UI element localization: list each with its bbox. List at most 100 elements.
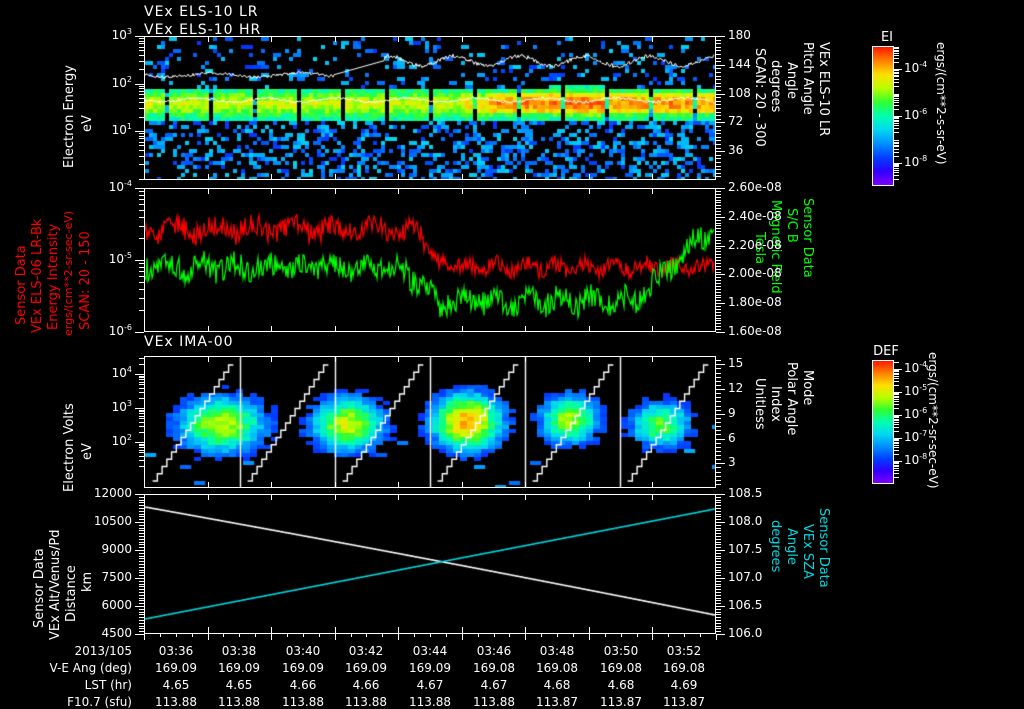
panel1-right-tick-label-2: 108 <box>728 86 751 100</box>
panel3-right-label-1: Mode <box>800 370 815 406</box>
panel2-right-major-tick <box>716 274 725 275</box>
panel2-left-label-3: Energy Intensity <box>46 223 61 330</box>
footer-row-label-2: F10.7 (sfu) <box>67 695 132 709</box>
panel1-colorbar-minor-tick <box>894 105 899 106</box>
footer-date-label: 2013/105 <box>74 644 133 658</box>
panel1-colorbar-minor-tick <box>894 166 899 167</box>
panel1-right-minor-tick <box>716 112 721 113</box>
panel4-left-major-tick <box>135 494 144 495</box>
time-axis-tick <box>589 634 590 640</box>
footer-time-6: 03:48 <box>539 644 575 658</box>
panel1-colorbar-minor-tick <box>894 47 899 48</box>
panel1-colorbar-minor-tick <box>894 94 899 95</box>
panel3-right-minor-tick <box>716 455 721 456</box>
panel4-right-minor-tick <box>716 528 721 529</box>
panel1-right-major-tick <box>716 151 725 152</box>
panel4-left-major-tick <box>135 634 144 635</box>
time-axis-minor-tick <box>160 634 161 637</box>
time-axis-minor-tick <box>176 634 177 637</box>
panel1-right-minor-tick <box>716 40 721 41</box>
panel3-plot-area[interactable] <box>144 356 716 488</box>
panel1-colorbar-minor-tick <box>894 118 899 119</box>
panel4-right-minor-tick <box>716 516 721 517</box>
panel2-right-minor-tick <box>716 220 721 221</box>
panel1-right-minor-tick <box>716 86 721 87</box>
panel1-title-line1: VEx ELS-10 LR <box>144 4 259 20</box>
panel3-right-minor-tick <box>716 439 721 440</box>
panel3-colorbar-tick-label-3: 10-7 <box>904 429 928 444</box>
panel4-left-tick-label-3: 7500 <box>101 570 132 584</box>
panel3-colorbar-major-tick <box>894 461 902 462</box>
panel4-right-major-tick <box>716 494 725 495</box>
footer-cell-r2-c4: 113.88 <box>409 695 451 709</box>
panel1-right-minor-tick <box>716 47 721 48</box>
panel1-right-minor-tick <box>716 133 721 134</box>
panel1-colorbar-tick-label-1: 10-6 <box>904 107 928 122</box>
time-axis-minor-tick <box>684 634 685 637</box>
panel3-right-minor-tick <box>716 393 721 394</box>
footer-cell-r1-c5: 4.67 <box>480 678 508 692</box>
panel1-colorbar-minor-tick <box>894 123 899 124</box>
panel3-colorbar-minor-tick <box>894 470 899 471</box>
panel3-colorbar-minor-tick <box>894 447 899 448</box>
panel4-right-minor-tick <box>716 514 721 515</box>
panel2-right-minor-tick <box>716 306 721 307</box>
panel4-right-minor-tick <box>716 508 721 509</box>
panel3-right-minor-tick <box>716 484 721 485</box>
panel1-right-minor-tick <box>716 108 721 109</box>
time-axis-minor-tick <box>621 634 622 637</box>
panel2-right-minor-tick <box>716 277 721 278</box>
panel3-colorbar-minor-tick <box>894 385 899 386</box>
panel1-colorbar-major-tick <box>894 69 902 70</box>
panel1-colorbar-minor-tick <box>894 164 899 165</box>
footer-cell-r1-c6: 4.68 <box>543 678 571 692</box>
panel2-right-minor-tick <box>716 283 721 284</box>
panel1-plot-area[interactable] <box>144 36 716 180</box>
panel3-colorbar-minor-tick <box>894 440 899 441</box>
footer-time-7: 03:50 <box>603 644 639 658</box>
panel2-right-major-tick <box>716 246 725 247</box>
footer-cell-r2-c2: 113.88 <box>282 695 324 709</box>
panel4-right-minor-tick <box>716 558 721 559</box>
panel2-right-minor-tick <box>716 214 721 215</box>
panel1-right-tick-label-0: 180 <box>728 28 751 42</box>
panel3-right-tick-label-4: 3 <box>728 455 736 469</box>
panel4-plot-area[interactable] <box>144 494 716 634</box>
footer-time-0: 03:36 <box>158 644 194 658</box>
panel2-right-major-tick <box>716 303 725 304</box>
time-axis-minor-tick <box>430 634 431 637</box>
panel1-left-axis-label: Electron Energy <box>62 65 77 168</box>
panel3-colorbar-major-tick <box>894 369 902 370</box>
time-axis-tick <box>652 634 653 640</box>
panel3-right-major-tick <box>716 389 725 390</box>
time-axis-minor-tick <box>303 634 304 637</box>
panel1-right-minor-tick <box>716 155 721 156</box>
panel3-colorbar-minor-tick <box>894 465 899 466</box>
panel1-colorbar-minor-tick <box>894 172 899 173</box>
footer-cell-r0-c0: 169.09 <box>155 661 197 675</box>
panel2-plot-area[interactable] <box>144 188 716 332</box>
panel2-right-minor-tick <box>716 246 721 247</box>
panel3-right-major-tick <box>716 439 725 440</box>
panel3-right-tick-label-0: 15 <box>728 356 744 370</box>
panel2-right-minor-tick <box>716 223 721 224</box>
panel1-right-minor-tick <box>716 76 721 77</box>
panel1-colorbar-minor-tick <box>894 75 899 76</box>
panel4-right-minor-tick <box>716 550 721 551</box>
time-axis-minor-tick <box>223 634 224 637</box>
footer-cell-r1-c8: 4.69 <box>670 678 698 692</box>
footer-row-label-1: LST (hr) <box>84 678 132 692</box>
panel3-right-tick-label-2: 9 <box>728 406 736 420</box>
time-axis-minor-tick <box>589 634 590 637</box>
panel2-right-minor-tick <box>716 228 721 229</box>
time-axis-tick <box>525 634 526 640</box>
panel1-colorbar-minor-tick <box>894 58 899 59</box>
panel1-left-tick-label-2: 101 <box>111 122 132 137</box>
footer-time-4: 03:44 <box>412 644 448 658</box>
panel4-right-minor-tick <box>716 626 721 627</box>
panel3-right-minor-tick <box>716 389 721 390</box>
panel3-colorbar-minor-tick <box>894 396 899 397</box>
panel1-right-minor-tick <box>716 140 721 141</box>
time-axis-minor-tick <box>192 634 193 637</box>
panel4-right-major-tick <box>716 578 725 579</box>
